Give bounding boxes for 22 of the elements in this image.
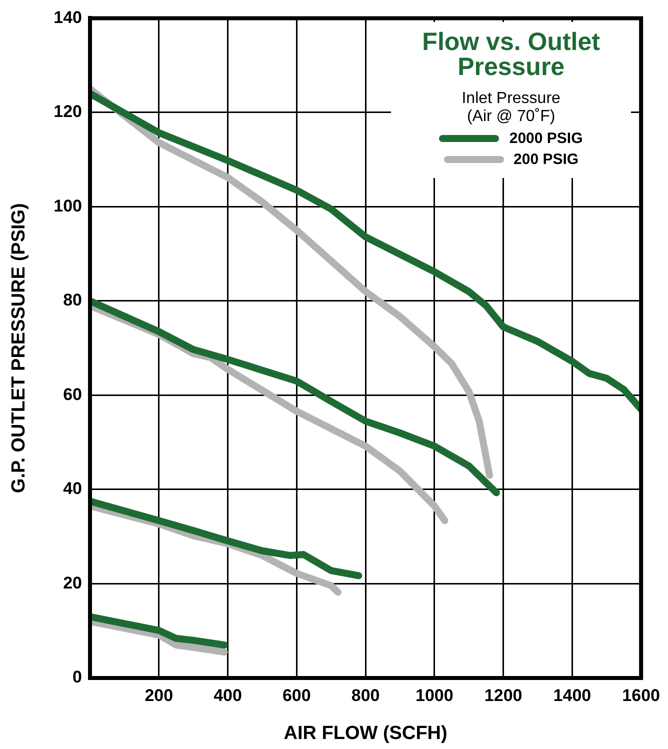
x-axis-title: AIR FLOW (SCFH) bbox=[284, 722, 448, 744]
y-tick-label: 60 bbox=[63, 384, 82, 404]
y-tick-label: 80 bbox=[63, 290, 82, 310]
x-tick-label: 1600 bbox=[622, 686, 660, 705]
y-tick-label: 120 bbox=[54, 102, 82, 122]
x-tick-label: 1200 bbox=[484, 686, 522, 705]
x-tick-label: 200 bbox=[144, 686, 174, 705]
x-tick-label: 800 bbox=[351, 686, 380, 705]
x-tick-label: 400 bbox=[214, 686, 242, 705]
y-tick-label: 0 bbox=[72, 668, 82, 687]
legend-label: 2000 PSIG bbox=[509, 130, 583, 148]
text: Flow vs. Outlet Pressure bbox=[421, 28, 601, 82]
y-tick-label: 140 bbox=[54, 8, 82, 27]
y-axis-title: G.P. OUTLET PRESSURE (PSIG) bbox=[8, 203, 30, 494]
legend-label: 200 PSIG bbox=[514, 151, 579, 168]
x-tick-label: 1000 bbox=[416, 686, 454, 705]
legend-title: Inlet Pressure (Air @ 70˚F) bbox=[460, 90, 562, 126]
x-tick-label: 600 bbox=[282, 686, 311, 705]
y-tick-label: 40 bbox=[63, 479, 82, 498]
y-tick-label: 20 bbox=[63, 573, 82, 592]
y-tick-label: 100 bbox=[54, 196, 82, 216]
x-tick-label: 1400 bbox=[553, 686, 592, 705]
